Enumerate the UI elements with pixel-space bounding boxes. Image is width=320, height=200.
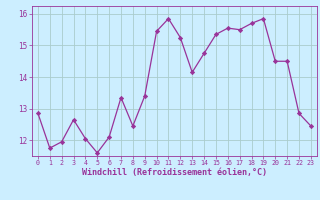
X-axis label: Windchill (Refroidissement éolien,°C): Windchill (Refroidissement éolien,°C) (82, 168, 267, 177)
